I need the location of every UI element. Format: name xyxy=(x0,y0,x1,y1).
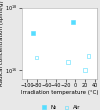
N₂ xyxy=(32,32,33,34)
Air xyxy=(67,61,69,63)
Legend: N₂, Air: N₂, Air xyxy=(38,105,81,110)
Air xyxy=(84,69,86,71)
Air xyxy=(88,55,89,57)
X-axis label: Irradiation temperature (°C): Irradiation temperature (°C) xyxy=(21,90,98,95)
Y-axis label: Radical concentration (spins/g): Radical concentration (spins/g) xyxy=(0,1,4,86)
N₂ xyxy=(72,21,74,23)
Air xyxy=(36,57,37,58)
